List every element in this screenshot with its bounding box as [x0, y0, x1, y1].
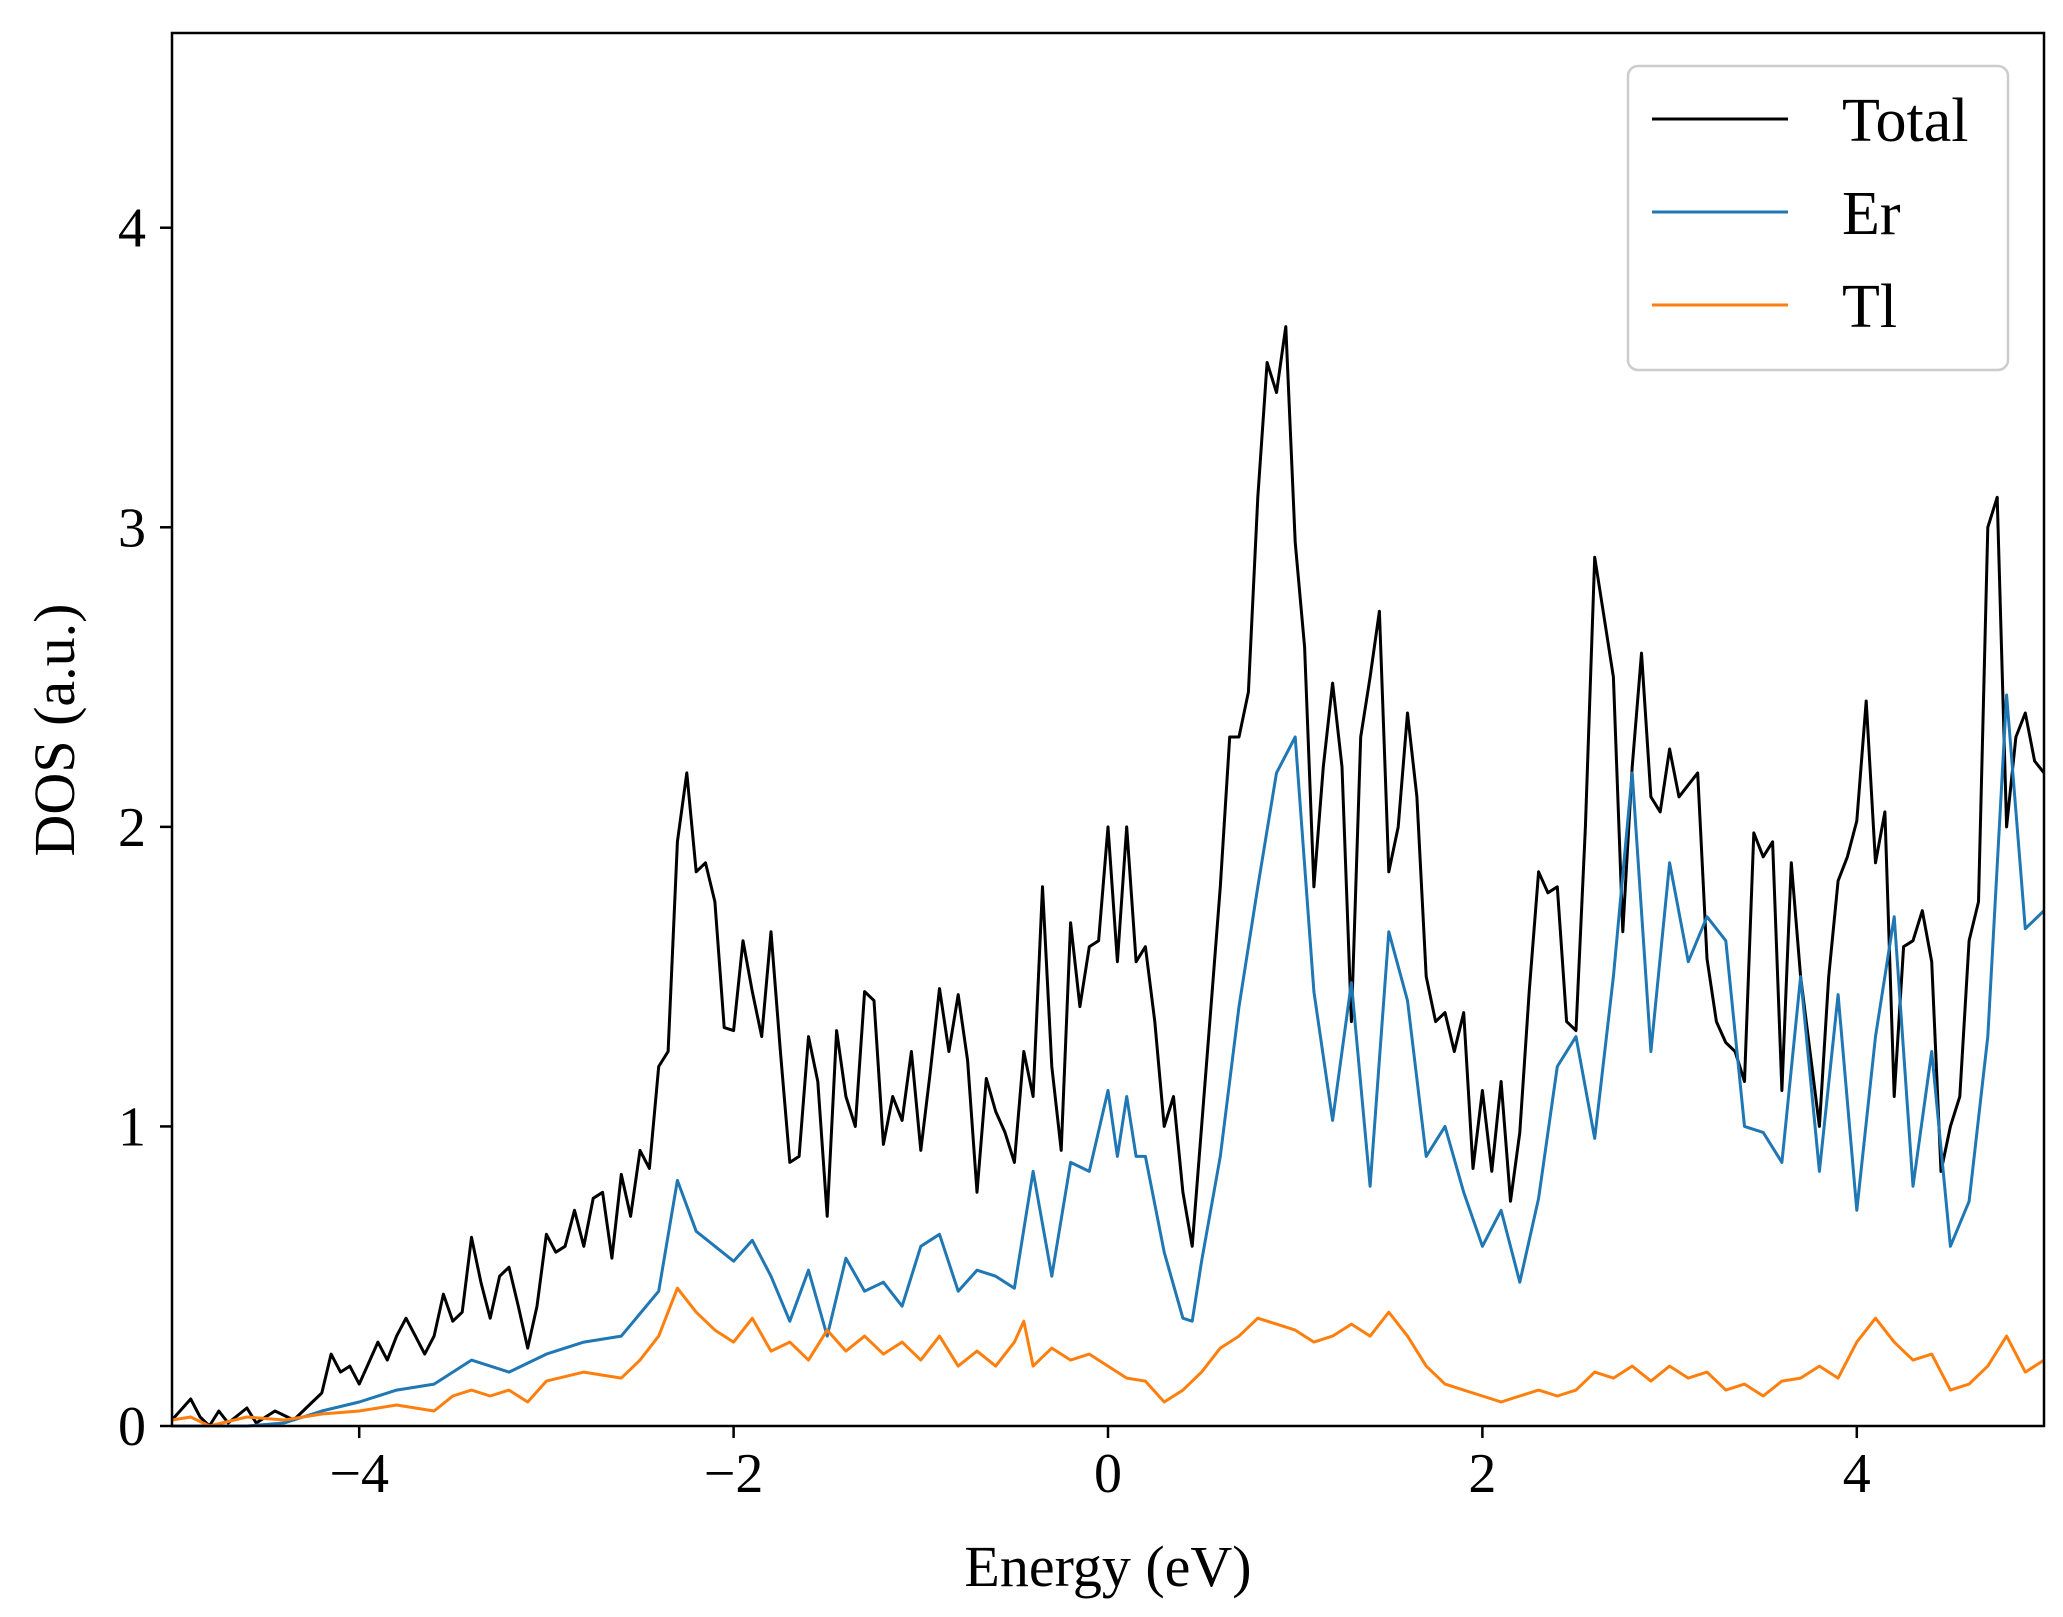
y-axis-ticks: 0 1 2 3 4	[118, 198, 172, 1458]
legend-label-er: Er	[1842, 180, 1901, 248]
y-tick-label: 4	[118, 198, 146, 260]
y-tick-label: 1	[118, 1096, 146, 1158]
legend: Total Er Tl	[1626, 64, 2010, 372]
x-axis-ticks: −4 −2 0 2 4	[329, 1426, 1871, 1505]
x-tick-label: −4	[329, 1443, 389, 1505]
legend-box	[1626, 64, 2010, 372]
x-axis-label: Energy (eV)	[964, 1534, 1251, 1599]
legend-label-total: Total	[1842, 87, 1969, 155]
x-tick-label: −2	[704, 1443, 764, 1505]
legend-label-tl: Tl	[1842, 273, 1897, 341]
x-tick-label: 4	[1843, 1443, 1871, 1505]
series-line-tl	[171, 1286, 2045, 1428]
y-tick-label: 2	[118, 797, 146, 859]
y-tick-label: 0	[118, 1396, 146, 1458]
series-line-er	[172, 693, 2046, 1428]
y-axis-label: DOS (a.u.)	[22, 604, 87, 857]
x-tick-label: 2	[1468, 1443, 1496, 1505]
x-tick-label: 0	[1094, 1443, 1122, 1505]
y-tick-label: 3	[118, 497, 146, 559]
series-layer	[170, 325, 2046, 1428]
